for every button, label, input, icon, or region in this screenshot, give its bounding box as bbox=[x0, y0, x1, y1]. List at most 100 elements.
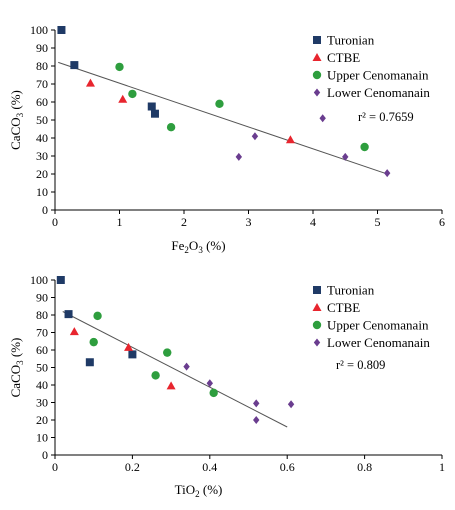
data-point bbox=[118, 94, 128, 103]
trendline bbox=[62, 311, 288, 428]
legend-label: Lower Cenomanain bbox=[327, 85, 430, 100]
y-tick-label: 50 bbox=[36, 113, 48, 127]
legend-label: Upper Cenomanain bbox=[327, 68, 429, 83]
y-tick-label: 100 bbox=[30, 23, 48, 37]
y-tick-label: 40 bbox=[36, 131, 48, 145]
data-point bbox=[64, 310, 73, 319]
x-axis-label-sub: 2 bbox=[184, 245, 189, 255]
data-point bbox=[150, 109, 159, 118]
y-axis-label-main: CaCO bbox=[8, 117, 23, 150]
data-point bbox=[166, 123, 176, 132]
data-point bbox=[251, 132, 259, 141]
series-diamond bbox=[235, 114, 391, 178]
y-tick-label: 70 bbox=[36, 326, 48, 340]
data-point bbox=[93, 311, 102, 321]
y-tick-label: 70 bbox=[36, 77, 48, 91]
data-point bbox=[128, 350, 137, 359]
y-tick-label: 20 bbox=[36, 167, 48, 181]
y-axis-label-sub: 3 bbox=[15, 360, 25, 365]
data-point bbox=[342, 152, 349, 161]
y-tick-label: 30 bbox=[36, 149, 48, 163]
y-axis-label: CaCO3 (%) bbox=[8, 338, 25, 398]
data-point bbox=[360, 142, 369, 152]
legend-label: Turonian bbox=[327, 283, 375, 298]
data-point bbox=[85, 78, 95, 87]
data-point bbox=[56, 276, 65, 284]
x-axis-label-sub: 3 bbox=[198, 245, 203, 255]
y-axis-label-tail: (%) bbox=[8, 90, 23, 113]
data-point bbox=[70, 61, 79, 70]
legend-label: CTBE bbox=[327, 50, 360, 65]
series-triangle bbox=[69, 327, 176, 390]
y-tick-label: 20 bbox=[36, 413, 48, 427]
x-axis-label-tail: (%) bbox=[200, 482, 223, 497]
data-point bbox=[69, 327, 79, 336]
y-tick-label: 90 bbox=[36, 41, 48, 55]
x-tick-label: 0.6 bbox=[280, 460, 295, 474]
x-axis-label-main: Fe bbox=[171, 238, 184, 253]
data-point bbox=[287, 400, 295, 409]
chart-2: 0 10 20 30 40 50 60 70 80 90 100 0 0.2 0.4 0.6 0.8 1 CaCO… bbox=[8, 273, 445, 499]
y-tick-label: 80 bbox=[36, 308, 48, 322]
legend-marker bbox=[312, 303, 322, 311]
legend-label: Turonian bbox=[327, 33, 375, 48]
data-point bbox=[163, 348, 172, 357]
series-circle bbox=[89, 311, 218, 398]
data-point bbox=[115, 62, 124, 72]
legend-marker bbox=[312, 320, 322, 330]
data-point bbox=[206, 379, 213, 388]
x-axis-label: TiO2 (%) bbox=[175, 482, 223, 499]
legend-label: CTBE bbox=[327, 300, 360, 315]
data-point bbox=[319, 114, 326, 123]
x-tick-label: 4 bbox=[310, 215, 316, 229]
y-tick-label: 50 bbox=[36, 361, 48, 375]
legend-marker bbox=[313, 338, 321, 347]
legend: Turonian CTBE Upper Cenomanain Lower Cenoma… bbox=[312, 283, 430, 350]
data-point bbox=[147, 102, 156, 111]
x-tick-label: 1 bbox=[117, 215, 123, 229]
data-point bbox=[383, 169, 391, 178]
y-axis-label: CaCO3 (%) bbox=[8, 90, 25, 150]
x-axis-label-tail: (%) bbox=[203, 238, 226, 253]
x-axis-label-mid: O bbox=[189, 238, 198, 253]
x-axis-label: Fe2O3 (%) bbox=[171, 238, 225, 255]
legend-marker bbox=[312, 53, 322, 61]
y-tick-label: 60 bbox=[36, 95, 48, 109]
legend-label: Upper Cenomanain bbox=[327, 318, 429, 333]
data-point bbox=[89, 337, 98, 347]
series-circle bbox=[115, 62, 369, 152]
y-tick-label: 40 bbox=[36, 378, 48, 392]
y-axis-label-main: CaCO bbox=[8, 365, 23, 398]
x-tick-label: 6 bbox=[439, 215, 445, 229]
trendline bbox=[58, 61, 388, 175]
data-point bbox=[151, 371, 160, 380]
r-squared-annotation: r² = 0.7659 bbox=[358, 110, 414, 124]
data-point bbox=[209, 388, 218, 398]
data-point bbox=[166, 381, 176, 390]
x-axis-label-main: TiO bbox=[175, 482, 195, 497]
legend-marker bbox=[313, 286, 321, 294]
x-tick-label: 0.2 bbox=[125, 460, 140, 474]
x-tick-label: 0 bbox=[52, 215, 58, 229]
series-square bbox=[56, 276, 137, 367]
x-axis-label-sub: 2 bbox=[195, 489, 200, 499]
y-axis-label-sub: 3 bbox=[15, 112, 25, 117]
y-tick-label: 60 bbox=[36, 343, 48, 357]
x-tick-label: 0.4 bbox=[202, 460, 217, 474]
series-diamond bbox=[183, 362, 295, 424]
y-tick-label: 10 bbox=[36, 431, 48, 445]
y-tick-label: 0 bbox=[42, 448, 48, 462]
x-tick-label: 5 bbox=[375, 215, 381, 229]
y-tick-label: 100 bbox=[30, 273, 48, 287]
data-point bbox=[128, 89, 137, 99]
x-tick-label: 2 bbox=[181, 215, 187, 229]
legend-marker bbox=[312, 70, 322, 80]
data-point bbox=[253, 416, 260, 424]
y-axis-label-tail: (%) bbox=[8, 338, 23, 361]
y-tick-label: 90 bbox=[36, 291, 48, 305]
legend-label: Lower Cenomanain bbox=[327, 335, 430, 350]
data-point bbox=[57, 26, 66, 34]
y-tick-label: 0 bbox=[42, 203, 48, 217]
